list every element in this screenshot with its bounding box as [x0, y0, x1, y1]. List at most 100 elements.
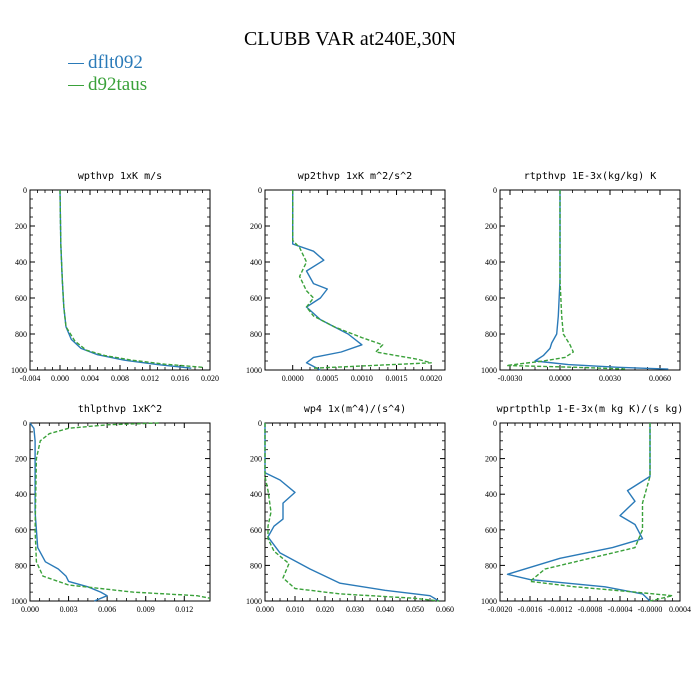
x-tick-label: 0.000: [21, 605, 39, 614]
x-tick-label: -0.0030: [498, 374, 523, 383]
y-tick-label: 200: [250, 222, 262, 231]
x-tick-label: 0.0010: [351, 374, 373, 383]
y-tick-label: 800: [485, 330, 497, 339]
legend-swatch-d92taus: [68, 84, 84, 86]
x-tick-label: 0.0000: [282, 374, 304, 383]
y-tick-label: 0: [493, 186, 497, 195]
panel-title-3: rtpthvp 1E-3x(kg/kg) K: [524, 171, 656, 182]
y-tick-label: 200: [250, 455, 262, 464]
x-tick-label: 0.009: [137, 605, 155, 614]
y-tick-label: 200: [485, 222, 497, 231]
x-tick-label: 0.003: [60, 605, 78, 614]
x-tick-label: 0.0015: [386, 374, 408, 383]
series-line-d92taus: [264, 423, 440, 602]
y-tick-label: 400: [15, 258, 27, 267]
y-tick-label: 600: [250, 526, 262, 535]
y-tick-label: 1000: [246, 366, 262, 375]
y-tick-label: 1000: [481, 597, 497, 606]
x-tick-label: 0.0020: [420, 374, 442, 383]
x-tick-label: 0.000: [51, 374, 69, 383]
legend: dflt092 d92taus: [68, 52, 147, 96]
y-tick-label: 400: [250, 490, 262, 499]
x-tick-label: 0.0030: [599, 374, 621, 383]
legend-label-d92taus: d92taus: [88, 74, 148, 95]
y-tick-label: 800: [485, 561, 497, 570]
series-line-d92taus: [292, 190, 432, 369]
x-tick-label: 0.050: [406, 605, 424, 614]
x-tick-label: -0.0008: [578, 605, 603, 614]
x-tick-label: 0.0005: [316, 374, 338, 383]
panel-frame-6: [499, 422, 681, 602]
panel-title-2: wp2thvp 1xK m^2/s^2: [298, 171, 412, 182]
y-tick-label: 0: [493, 419, 497, 428]
y-tick-label: 1000: [481, 366, 497, 375]
y-tick-label: 0: [23, 419, 27, 428]
y-tick-label: 400: [485, 258, 497, 267]
x-tick-label: 0.0004: [669, 605, 691, 614]
y-tick-label: 600: [485, 294, 497, 303]
x-tick-label: 0.020: [316, 605, 334, 614]
x-tick-label: 0.0000: [549, 374, 571, 383]
y-tick-label: 600: [15, 526, 27, 535]
figure-title: CLUBB VAR at240E,30N: [243, 28, 457, 50]
x-tick-label: 0.000: [256, 605, 274, 614]
x-tick-label: -0.0020: [488, 605, 513, 614]
y-tick-label: 0: [258, 186, 262, 195]
legend-item-d92taus: d92taus: [68, 74, 147, 96]
x-tick-label: 0.008: [111, 374, 129, 383]
y-tick-label: 600: [15, 294, 27, 303]
x-tick-label: 0.010: [286, 605, 304, 614]
y-tick-label: 0: [258, 419, 262, 428]
panel-frame-5: [264, 422, 446, 602]
y-tick-label: 600: [250, 294, 262, 303]
y-tick-label: 800: [250, 561, 262, 570]
panel-title-4: thlpthvp 1xK^2: [78, 404, 162, 415]
series-line-dflt092: [506, 423, 651, 602]
series-line-d92taus: [34, 422, 211, 599]
y-tick-label: 1000: [246, 597, 262, 606]
x-tick-label: 0.006: [98, 605, 116, 614]
x-tick-label: 0.040: [376, 605, 394, 614]
y-tick-label: 400: [485, 490, 497, 499]
series-line-dflt092: [29, 422, 108, 602]
y-tick-label: 1000: [11, 597, 27, 606]
y-tick-label: 200: [485, 455, 497, 464]
legend-label-dflt092: dflt092: [88, 52, 143, 73]
series-line-d92taus: [506, 190, 627, 370]
y-tick-label: 800: [15, 561, 27, 570]
x-tick-label: 0.016: [171, 374, 189, 383]
y-tick-label: 200: [15, 222, 27, 231]
series-line-dflt092: [534, 190, 669, 370]
legend-swatch-dflt092: [68, 62, 84, 64]
y-tick-label: 200: [15, 455, 27, 464]
y-tick-label: 400: [15, 490, 27, 499]
panel-frame-1: [29, 189, 211, 371]
series-line-dflt092: [292, 190, 363, 371]
x-tick-label: 0.012: [175, 605, 193, 614]
x-tick-label: 0.020: [201, 374, 219, 383]
y-tick-label: 800: [15, 330, 27, 339]
y-tick-label: 0: [23, 186, 27, 195]
x-tick-label: -0.0000: [638, 605, 663, 614]
x-tick-label: 0.0060: [649, 374, 671, 383]
legend-item-dflt092: dflt092: [68, 52, 147, 74]
y-tick-label: 600: [485, 526, 497, 535]
x-tick-label: 0.004: [81, 374, 99, 383]
y-tick-label: 800: [250, 330, 262, 339]
x-tick-label: 0.012: [141, 374, 159, 383]
x-tick-label: -0.0016: [518, 605, 543, 614]
x-tick-label: -0.0004: [608, 605, 633, 614]
y-tick-label: 1000: [11, 366, 27, 375]
panel-title-5: wp4 1x(m^4)/(s^4): [304, 404, 406, 415]
x-tick-label: 0.030: [346, 605, 364, 614]
panel-title-1: wpthvp 1xK m/s: [78, 171, 162, 182]
y-tick-label: 400: [250, 258, 262, 267]
panel-title-6: wprtpthlp 1-E-3x(m kg K)/(s kg): [497, 404, 684, 415]
series-line-d92taus: [529, 423, 674, 602]
series-line-dflt092: [59, 189, 192, 369]
x-tick-label: -0.004: [20, 374, 41, 383]
series-line-d92taus: [59, 189, 203, 368]
panel-frame-4: [29, 422, 211, 602]
